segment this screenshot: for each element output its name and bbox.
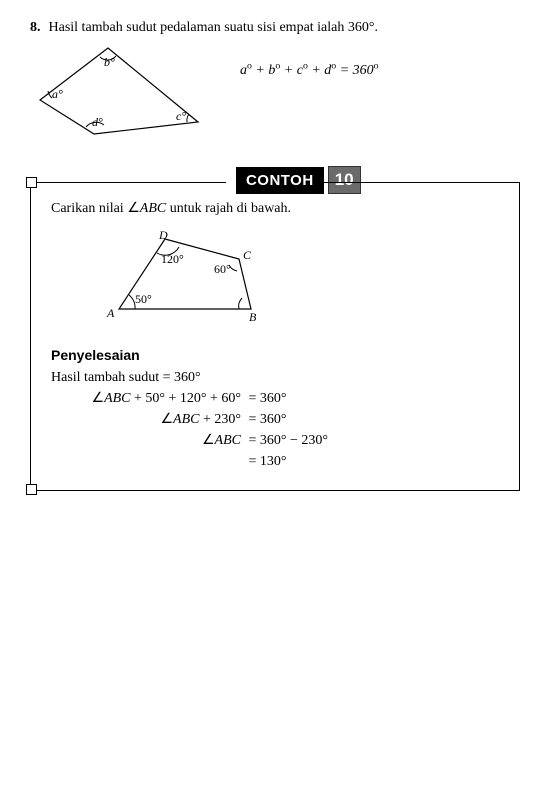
quad2-diagram: 50° 120° 60° A B C D bbox=[101, 231, 271, 326]
formula: ao + bo + co + do = 360o bbox=[240, 60, 379, 79]
solution-title: Penyelesaian bbox=[51, 347, 499, 363]
contoh-number: 10 bbox=[328, 166, 361, 194]
contoh-word: CONTOH bbox=[236, 167, 324, 194]
corner-square-icon bbox=[26, 177, 37, 188]
example-box: CONTOH 10 Carikan nilai ∠ABC untuk rajah… bbox=[30, 182, 520, 491]
solution-line: = 130° bbox=[51, 451, 499, 472]
example-question: Carikan nilai ∠ABC untuk rajah di bawah. bbox=[51, 200, 499, 217]
item-number: 8. bbox=[30, 20, 41, 36]
solution-line: ∠ABC + 230° = 360° bbox=[51, 409, 499, 430]
solution-line: ∠ABC + 50° + 120° + 60° = 360° bbox=[51, 388, 499, 409]
quad1-label-a: a° bbox=[52, 87, 63, 101]
solution-line: Hasil tambah sudut = 360° bbox=[51, 367, 499, 388]
solution-line: ∠ABC = 360° − 230° bbox=[51, 430, 499, 451]
quad2-angle-a: 50° bbox=[135, 292, 152, 306]
quad1-label-d: d° bbox=[92, 115, 103, 129]
quad2-vertex-d: D bbox=[158, 231, 168, 242]
quad2-angle-d: 120° bbox=[161, 252, 184, 266]
contoh-badge: CONTOH 10 bbox=[236, 166, 361, 194]
top-block: a° b° c° d° ao + bo + co + do = 360o bbox=[30, 42, 520, 142]
quad1-label-b: b° bbox=[104, 55, 115, 69]
item-8: 8. Hasil tambah sudut pedalaman suatu si… bbox=[30, 20, 520, 36]
corner-square-icon bbox=[26, 484, 37, 495]
quad1-label-c: c° bbox=[176, 109, 186, 123]
quad2-vertex-a: A bbox=[106, 306, 115, 320]
solution-block: Hasil tambah sudut = 360° ∠ABC + 50° + 1… bbox=[51, 367, 499, 472]
item-statement: Hasil tambah sudut pedalaman suatu sisi … bbox=[49, 20, 378, 36]
quad2-vertex-b: B bbox=[249, 310, 257, 324]
quad2-angle-c: 60° bbox=[214, 262, 231, 276]
quad2-vertex-c: C bbox=[243, 248, 252, 262]
quad1-diagram: a° b° c° d° bbox=[30, 42, 210, 142]
